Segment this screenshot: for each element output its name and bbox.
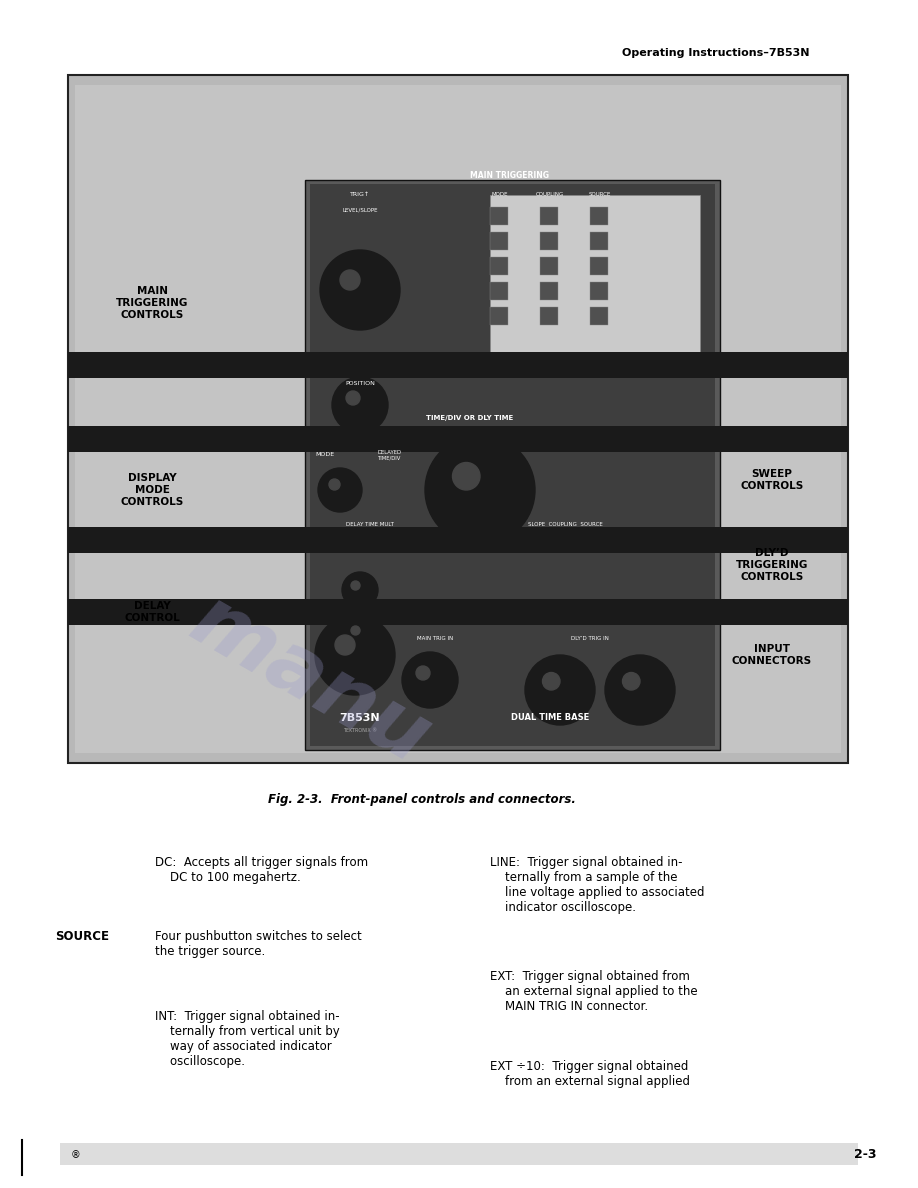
Text: LINE:  Trigger signal obtained in-
    ternally from a sample of the
    line vo: LINE: Trigger signal obtained in- ternal… <box>490 857 704 914</box>
Text: Four pushbutton switches to select
the trigger source.: Four pushbutton switches to select the t… <box>155 930 362 958</box>
Ellipse shape <box>342 571 378 608</box>
FancyBboxPatch shape <box>60 1143 858 1165</box>
Text: MAIN TRIG IN: MAIN TRIG IN <box>417 636 453 640</box>
Ellipse shape <box>351 626 360 636</box>
FancyBboxPatch shape <box>305 181 720 750</box>
Text: INT:  Trigger signal obtained in-
    ternally from vertical unit by
    way of : INT: Trigger signal obtained in- ternall… <box>155 1010 340 1068</box>
Text: DISPLAY
MODE
CONTROLS: DISPLAY MODE CONTROLS <box>120 473 184 506</box>
Ellipse shape <box>340 270 360 290</box>
Text: DLY’D
TRIGGERING
CONTROLS: DLY’D TRIGGERING CONTROLS <box>736 549 808 582</box>
Text: SLOPE  COUPLING  SOURCE: SLOPE COUPLING SOURCE <box>528 523 602 527</box>
Text: INPUT
CONNECTORS: INPUT CONNECTORS <box>732 644 812 665</box>
Text: Operating Instructions–7B53N: Operating Instructions–7B53N <box>622 48 810 58</box>
FancyBboxPatch shape <box>68 527 848 552</box>
FancyBboxPatch shape <box>540 307 558 326</box>
Ellipse shape <box>346 391 360 405</box>
Ellipse shape <box>402 652 458 708</box>
FancyBboxPatch shape <box>540 282 558 301</box>
FancyBboxPatch shape <box>540 257 558 274</box>
FancyBboxPatch shape <box>490 207 508 225</box>
FancyBboxPatch shape <box>68 599 848 625</box>
FancyBboxPatch shape <box>68 356 848 375</box>
Text: TIME/DIV OR DLY TIME: TIME/DIV OR DLY TIME <box>426 415 514 421</box>
Text: DUAL TIME BASE: DUAL TIME BASE <box>511 714 589 722</box>
Text: TRIG↑: TRIG↑ <box>350 192 370 197</box>
Text: LEVEL/SLOPE: LEVEL/SLOPE <box>342 208 377 213</box>
FancyBboxPatch shape <box>68 531 848 550</box>
FancyBboxPatch shape <box>590 257 608 274</box>
Ellipse shape <box>332 377 388 432</box>
Ellipse shape <box>622 672 640 690</box>
FancyBboxPatch shape <box>590 207 608 225</box>
Text: POSITION: POSITION <box>345 380 375 385</box>
FancyBboxPatch shape <box>590 282 608 301</box>
Ellipse shape <box>315 615 395 695</box>
Text: TEKTRONIX ®: TEKTRONIX ® <box>343 727 377 733</box>
Ellipse shape <box>329 479 340 489</box>
Text: SOURCE: SOURCE <box>55 930 109 943</box>
Ellipse shape <box>543 672 560 690</box>
Text: DC:  Accepts all trigger signals from
    DC to 100 megahertz.: DC: Accepts all trigger signals from DC … <box>155 857 368 884</box>
Text: manu: manu <box>176 580 443 781</box>
FancyBboxPatch shape <box>490 195 700 355</box>
FancyBboxPatch shape <box>540 232 558 249</box>
FancyBboxPatch shape <box>590 307 608 326</box>
FancyBboxPatch shape <box>68 426 848 451</box>
Text: MAIN
TRIGGERING
CONTROLS: MAIN TRIGGERING CONTROLS <box>116 286 188 320</box>
Ellipse shape <box>605 655 675 725</box>
FancyBboxPatch shape <box>68 75 848 763</box>
Ellipse shape <box>453 462 480 489</box>
Ellipse shape <box>318 468 362 512</box>
FancyBboxPatch shape <box>68 604 848 623</box>
Text: DLY’D TRIG IN: DLY’D TRIG IN <box>571 636 609 640</box>
Text: EXT:  Trigger signal obtained from
    an external signal applied to the
    MAI: EXT: Trigger signal obtained from an ext… <box>490 969 698 1013</box>
FancyBboxPatch shape <box>490 232 508 249</box>
Ellipse shape <box>351 581 360 590</box>
FancyBboxPatch shape <box>490 257 508 274</box>
FancyBboxPatch shape <box>590 232 608 249</box>
Ellipse shape <box>525 655 595 725</box>
Text: Fig. 2-3.  Front-panel controls and connectors.: Fig. 2-3. Front-panel controls and conne… <box>268 794 577 805</box>
FancyBboxPatch shape <box>490 282 508 301</box>
Text: MAIN TRIGGERING: MAIN TRIGGERING <box>471 171 550 179</box>
Ellipse shape <box>425 435 535 545</box>
Text: MODE: MODE <box>492 192 509 197</box>
Ellipse shape <box>320 249 400 330</box>
Ellipse shape <box>342 617 378 653</box>
FancyBboxPatch shape <box>490 307 508 326</box>
FancyBboxPatch shape <box>75 84 841 753</box>
FancyBboxPatch shape <box>540 207 558 225</box>
FancyBboxPatch shape <box>309 184 715 746</box>
Ellipse shape <box>416 666 430 680</box>
Ellipse shape <box>335 636 355 655</box>
Text: DELAY TIME MULT: DELAY TIME MULT <box>346 523 394 527</box>
Text: COUPLING: COUPLING <box>536 192 565 197</box>
Text: EXT ÷10:  Trigger signal obtained
    from an external signal applied: EXT ÷10: Trigger signal obtained from an… <box>490 1060 690 1088</box>
Text: ®: ® <box>70 1150 80 1159</box>
Text: DELAYED
TIME/DIV: DELAYED TIME/DIV <box>378 449 402 461</box>
FancyBboxPatch shape <box>68 352 848 378</box>
Text: 7B53N: 7B53N <box>340 713 380 723</box>
Text: DELAY
CONTROL: DELAY CONTROL <box>124 601 180 623</box>
Text: MODE: MODE <box>316 453 334 457</box>
Text: SWEEP
CONTROLS: SWEEP CONTROLS <box>741 469 803 491</box>
Text: SOURCE: SOURCE <box>588 192 611 197</box>
Text: 2-3: 2-3 <box>854 1149 877 1162</box>
FancyBboxPatch shape <box>68 430 848 449</box>
